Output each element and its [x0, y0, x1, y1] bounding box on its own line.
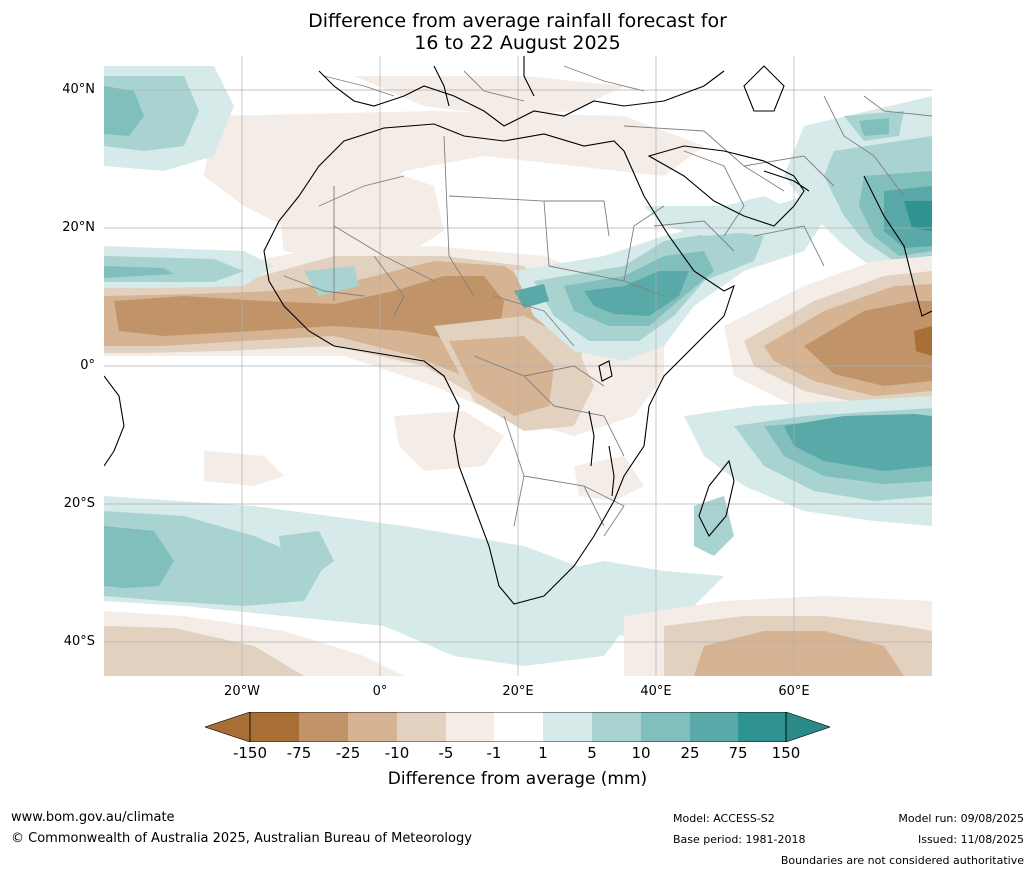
colorbar-tick: -25 — [335, 744, 361, 762]
lat-label-40s: 40°S — [63, 634, 95, 649]
lon-label-0: 0° — [372, 684, 388, 699]
lat-label-0: 0° — [80, 358, 95, 373]
model-run-text: Model run: 09/08/2025 — [898, 812, 1024, 825]
colorbar-tick: -75 — [286, 744, 312, 762]
title-line-1: Difference from average rainfall forecas… — [308, 10, 727, 32]
colorbar-tick: -150 — [232, 744, 268, 762]
rainfall-anomaly-map — [104, 56, 932, 676]
country-borders — [283, 65, 932, 537]
colorbar-label: Difference from average (mm) — [387, 769, 648, 789]
colorbar-bin — [592, 712, 641, 742]
colorbar-tick: 25 — [680, 744, 700, 762]
title-line-2: 16 to 22 August 2025 — [414, 32, 621, 54]
colorbar-tick: 5 — [587, 744, 597, 762]
colorbar-bin — [543, 712, 592, 742]
lat-label-20s: 20°S — [63, 496, 95, 511]
colorbar — [205, 712, 830, 742]
colorbar-tick: 75 — [728, 744, 748, 762]
colorbar-tick: -1 — [486, 744, 502, 762]
chart-title: Difference from average rainfall forecas… — [0, 10, 1035, 54]
model-text: Model: ACCESS-S2 — [673, 812, 775, 825]
base-period-text: Base period: 1981-2018 — [673, 833, 806, 846]
lon-label-60e: 60°E — [778, 684, 810, 699]
anomaly-shading — [104, 66, 932, 676]
colorbar-bin — [641, 712, 690, 742]
colorbar-bin — [690, 712, 738, 742]
lat-label-40n: 40°N — [62, 82, 95, 97]
lon-label-20e: 20°E — [502, 684, 534, 699]
colorbar-bin — [250, 712, 299, 742]
lon-label-20w: 20°W — [224, 684, 260, 699]
copyright-text: © Commonwealth of Australia 2025, Austra… — [11, 831, 472, 846]
website-link[interactable]: www.bom.gov.au/climate — [11, 810, 175, 825]
lat-label-20n: 20°N — [62, 220, 95, 235]
colorbar-tick: 150 — [771, 744, 801, 762]
colorbar-bin — [299, 712, 348, 742]
colorbar-tick: -10 — [384, 744, 410, 762]
coastline — [104, 56, 932, 605]
lon-label-40e: 40°E — [640, 684, 672, 699]
colorbar-low-extension — [205, 712, 251, 742]
disclaimer-text: Boundaries are not considered authoritat… — [780, 854, 1024, 867]
colorbar-bin — [494, 712, 543, 742]
colorbar-tick: 1 — [538, 744, 548, 762]
colorbar-bin — [348, 712, 397, 742]
colorbar-tick: -5 — [438, 744, 454, 762]
colorbar-high-extension — [785, 712, 830, 742]
colorbar-tick: 10 — [631, 744, 651, 762]
issued-text: Issued: 11/08/2025 — [917, 833, 1024, 846]
colorbar-bin — [738, 712, 786, 742]
colorbar-bin — [446, 712, 494, 742]
colorbar-bin — [397, 712, 446, 742]
